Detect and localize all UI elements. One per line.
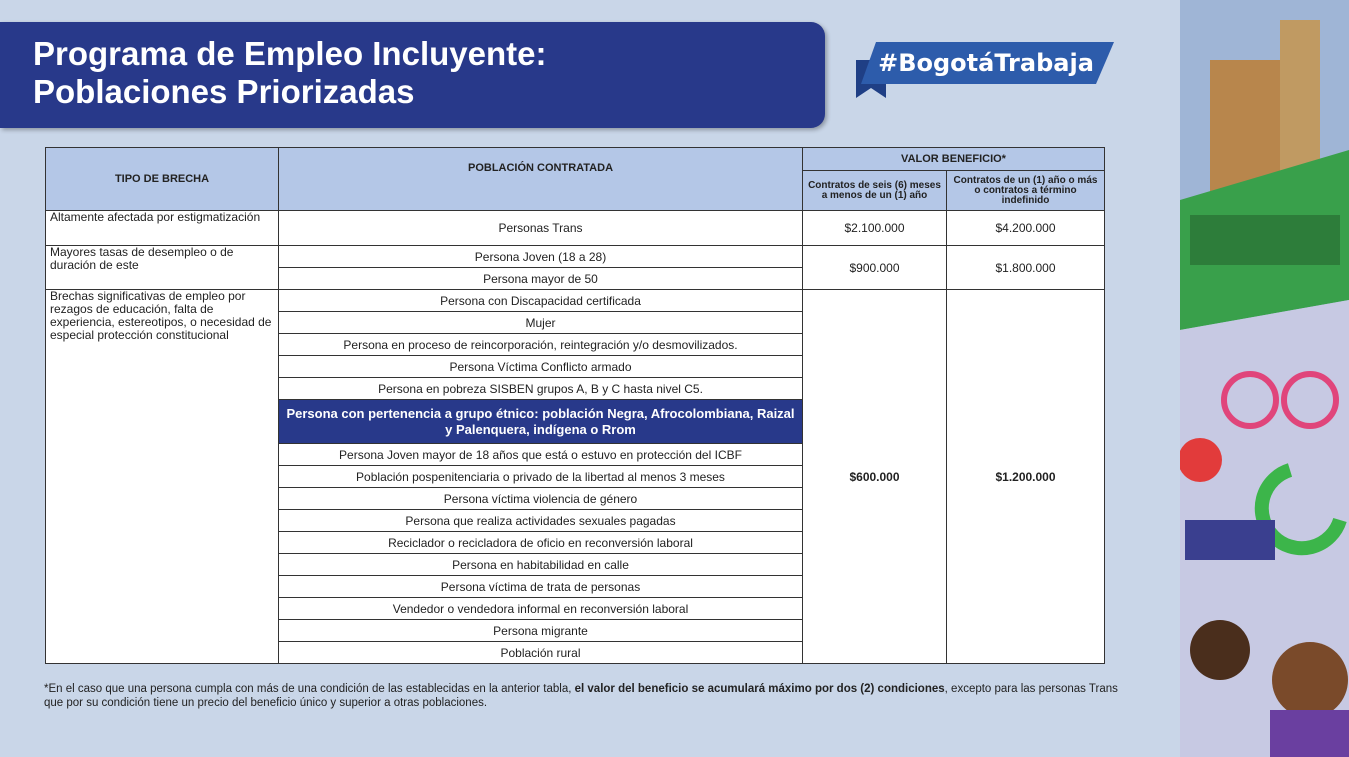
footnote-text: el valor del beneficio se acumulará máxi…: [574, 683, 945, 695]
footnote: *En el caso que una persona cumpla con m…: [44, 682, 1134, 710]
population-cell: Población rural: [278, 641, 803, 664]
header-cell: TIPO DE BRECHA: [45, 147, 279, 211]
header-row: Contratos de seis (6) meses a menos de u…: [46, 170, 1106, 211]
table-row: Persona que realiza actividades sexuales…: [46, 509, 1105, 532]
population-cell: Persona con Discapacidad certificada: [278, 289, 803, 312]
table-row: Mayores tasas de desempleo o de duración…: [45, 245, 1106, 290]
value-cell: $600.000: [802, 289, 947, 664]
table-row: Persona en proceso de reincorporación, r…: [46, 333, 1105, 356]
population-cell: Persona que realiza actividades sexuales…: [278, 509, 803, 532]
table-row: Persona Víctima Conflicto armado: [46, 355, 1105, 378]
side-illustration: [1180, 0, 1349, 757]
header-cell: POBLACIÓN CONTRATADA: [278, 147, 803, 211]
population-cell: Vendedor o vendedora informal en reconve…: [278, 597, 803, 620]
population-cell: Personas Trans: [278, 210, 803, 246]
population-cell: Persona en proceso de reincorporación, r…: [278, 333, 803, 356]
header-cell: Contratos de un (1) año o más o contrato…: [945, 170, 1106, 211]
population-cell: Población pospenitenciaria o privado de …: [278, 465, 803, 488]
value-cell: $1.200.000: [945, 289, 1106, 664]
table-row: Vendedor o vendedora informal en reconve…: [46, 597, 1105, 620]
population-cell: Persona migrante: [278, 619, 803, 642]
population-cell: Reciclador o recicladora de oficio en re…: [278, 531, 803, 554]
title-box: Programa de Empleo Incluyente: Poblacion…: [0, 22, 825, 128]
table-row: Brechas significativas de empleo por rez…: [45, 289, 1106, 664]
population-cell: Mujer: [278, 311, 803, 334]
gap-cell: Brechas significativas de empleo por rez…: [45, 289, 279, 664]
population-cell: Persona víctima de trata de personas: [278, 575, 803, 598]
hashtag-banner: #BogotáTrabaja: [856, 42, 1114, 98]
title-line: Poblaciones Priorizadas: [33, 73, 415, 110]
table-row: Población rural: [46, 641, 1105, 664]
population-cell: Persona en pobreza SISBEN grupos A, B y …: [278, 377, 803, 400]
footnote-text: , excepto para las personas Trans que po…: [44, 683, 1118, 709]
header-cell: Contratos de seis (6) meses a menos de u…: [802, 170, 947, 211]
population-cell: Persona mayor de 50: [278, 267, 803, 290]
hashtag: #BogotáTrabaja: [878, 49, 1094, 77]
footnote-text: *En el caso que una persona cumpla con m…: [44, 683, 575, 695]
population-cell: Persona en habitabilidad en calle: [278, 553, 803, 576]
benefit-table: TIPO DE BRECHA POBLACIÓN CONTRATADA VALOR …: [45, 147, 1106, 664]
value-cell: $4.200.000: [945, 210, 1106, 246]
value-cell: $2.100.000: [802, 210, 947, 246]
population-cell: Persona Joven (18 a 28): [278, 245, 803, 268]
header-cell: VALOR BENEFICIO*: [801, 147, 1106, 171]
header-row: TIPO DE BRECHA POBLACIÓN CONTRATADA VALOR …: [45, 147, 1106, 211]
gap-cell: Altamente afectada por estigmatización: [45, 210, 279, 246]
population-cell: Persona Joven mayor de 18 años que está …: [278, 443, 803, 466]
value-cell: $900.000: [802, 245, 947, 290]
population-cell: Persona con pertenencia a grupo étnico: …: [278, 399, 803, 444]
population-cell: Persona Víctima Conflicto armado: [278, 355, 803, 378]
title-line: Programa de Empleo Incluyente:: [33, 35, 547, 72]
table-row: Persona Joven mayor de 18 años que está …: [46, 443, 1105, 466]
table-row: Altamente afectada por estigmatización Pe…: [45, 210, 1106, 246]
gap-cell: Mayores tasas de desempleo o de duración…: [45, 245, 279, 290]
population-cell: Persona víctima violencia de género: [278, 487, 803, 510]
value-cell: $1.800.000: [945, 245, 1106, 290]
